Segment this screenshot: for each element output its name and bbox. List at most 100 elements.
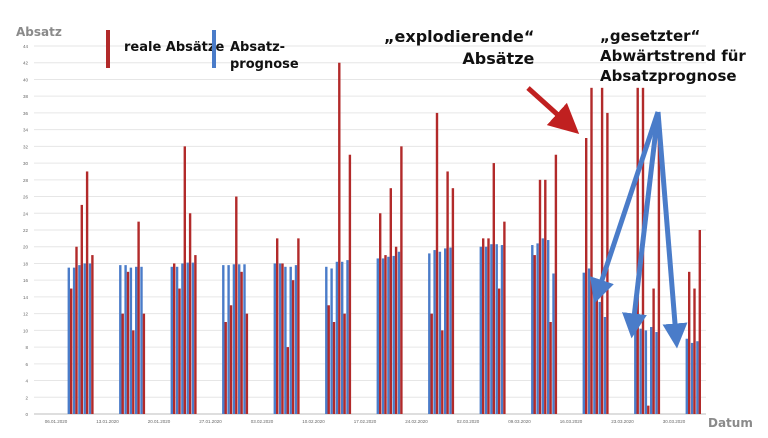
real-sales-bar (688, 271, 691, 414)
forecast-bar (433, 250, 436, 414)
x-tick-label: 02.03.2020 (457, 419, 480, 424)
forecast-bar (119, 265, 122, 414)
legend-swatch-forecast (212, 30, 216, 68)
legend-label-forecast: Absatz- prognose (230, 40, 299, 72)
real-sales-bar (446, 171, 449, 414)
y-tick-label: 34 (23, 128, 29, 133)
real-sales-bar (85, 171, 89, 414)
forecast-bar (284, 266, 287, 414)
forecast-bar (536, 243, 539, 414)
forecast-bar (593, 296, 596, 414)
real-sales-bar (636, 87, 639, 415)
y-tick-label: 20 (23, 245, 29, 250)
forecast-bar (330, 268, 333, 414)
forecast-bar (346, 260, 349, 414)
forecast-bar (243, 264, 246, 414)
forecast-bar (547, 240, 550, 414)
forecast-bar (227, 265, 230, 414)
y-tick-label: 16 (23, 278, 29, 283)
real-sales-bar (544, 179, 547, 414)
real-sales-bar (121, 313, 124, 414)
annotation-arrows (526, 86, 688, 349)
y-tick-label: 24 (23, 211, 29, 216)
real-sales-bar (224, 322, 227, 414)
real-sales-bar (332, 322, 336, 414)
real-sales-bar (379, 213, 382, 414)
annotation-forecast-downtrend: „gesetzter“ Abwärtstrend für Absatzprogn… (600, 27, 746, 85)
x-tick-label: 30.03.2020 (663, 419, 686, 424)
y-tick-label: 2 (25, 395, 28, 400)
real-sales-bar (492, 163, 495, 414)
forecast-bar (444, 248, 447, 414)
annotation-exploding-sales: „explodierende“ Absätze (384, 27, 535, 68)
real-sales-bar (595, 296, 598, 414)
forecast-bar (541, 238, 545, 414)
forecast-bar (376, 258, 379, 414)
y-tick-label: 4 (25, 379, 28, 384)
forecast-bar (639, 328, 642, 414)
red-arrow (526, 86, 580, 135)
real-sales-bar (240, 271, 243, 414)
grid-lines (34, 45, 706, 415)
y-tick-label: 12 (23, 312, 29, 317)
real-sales-bar (693, 288, 696, 414)
y-tick-label: 32 (23, 144, 29, 149)
x-tick-label: 16.03.2020 (560, 419, 583, 424)
real-sales-bar (343, 313, 346, 414)
real-sales-bar (137, 221, 140, 414)
real-sales-bar (698, 230, 701, 414)
y-tick-label: 36 (23, 111, 29, 116)
x-axis-title: Datum (708, 416, 753, 430)
real-sales-bar (389, 188, 392, 414)
real-sales-bar (384, 255, 387, 414)
y-axis-ticks: 0246810121416182022242628303234363840424… (23, 44, 29, 417)
blue-arrow-2 (622, 111, 661, 339)
real-sales-bar (229, 305, 233, 414)
forecast-bar (587, 268, 591, 414)
x-tick-label: 06.01.2020 (45, 419, 68, 424)
forecast-bar (341, 261, 344, 414)
forecast-bar (490, 244, 493, 414)
x-tick-label: 10.02.2020 (302, 419, 325, 424)
y-tick-label: 18 (23, 261, 29, 266)
real-sales-bar (533, 255, 536, 414)
forecast-bar (67, 267, 70, 414)
real-sales-bar (286, 347, 289, 414)
forecast-bar (88, 263, 92, 414)
y-axis-title: Absatz (16, 25, 62, 39)
real-sales-bar (400, 146, 403, 414)
forecast-bar (191, 262, 195, 414)
forecast-bar (438, 251, 442, 414)
real-sales-bar (482, 238, 485, 414)
forecast-bar (655, 332, 658, 414)
y-tick-label: 22 (23, 228, 29, 233)
y-tick-label: 10 (23, 328, 29, 333)
forecast-bar (232, 264, 236, 414)
forecast-bar (598, 301, 601, 414)
real-sales-bar (297, 238, 300, 414)
y-tick-label: 42 (23, 61, 29, 66)
forecast-bar (397, 251, 401, 414)
real-sales-bar (173, 263, 176, 414)
forecast-bar (175, 266, 179, 414)
forecast-bar (531, 245, 534, 414)
y-tick-label: 0 (25, 412, 28, 417)
real-sales-bar (549, 322, 552, 414)
real-sales-bar (188, 213, 192, 414)
real-sales-bar (585, 138, 588, 414)
real-sales-bar (91, 255, 94, 414)
y-tick-label: 26 (23, 195, 29, 200)
real-sales-bar (178, 288, 181, 414)
forecast-bar (325, 266, 328, 414)
real-sales-bar (194, 255, 197, 414)
forecast-bar (582, 272, 585, 414)
forecast-bar (181, 263, 184, 414)
x-tick-label: 20.01.2020 (148, 419, 171, 424)
forecast-bar (140, 266, 143, 414)
x-tick-label: 09.03.2020 (508, 419, 531, 424)
real-sales-bar (503, 221, 506, 414)
forecast-bar (294, 265, 298, 414)
real-sales-bar (652, 288, 655, 414)
y-tick-label: 14 (23, 295, 29, 300)
x-tick-label: 13.01.2020 (96, 419, 119, 424)
